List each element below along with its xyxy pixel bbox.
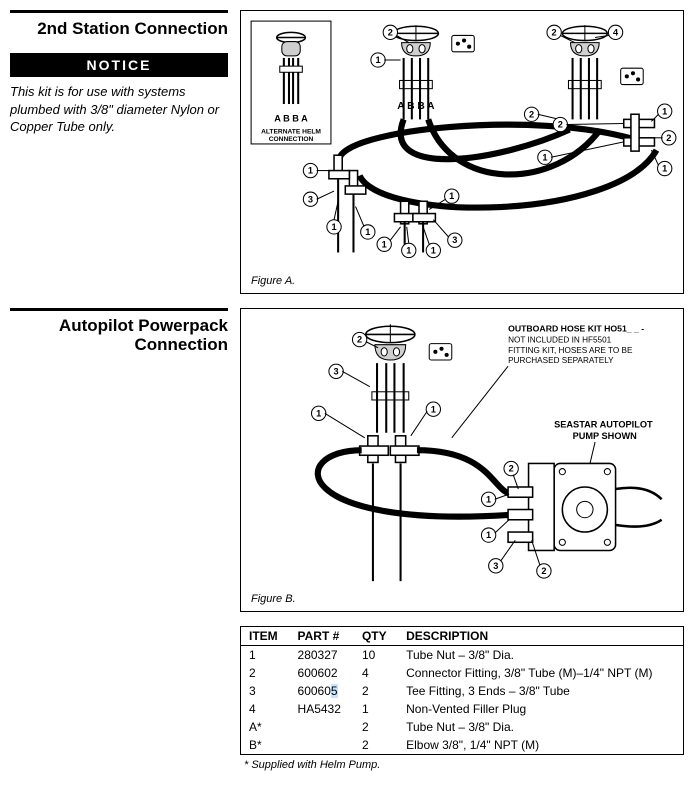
cell: 2 [354, 718, 398, 736]
cell: 10 [354, 646, 398, 665]
section-table: ITEM PART # QTY DESCRIPTION 1 280327 10 … [10, 626, 684, 771]
section2-title-text: Autopilot Powerpack Connection [59, 316, 228, 354]
svg-text:FITTING KIT, HOSES ARE TO BE: FITTING KIT, HOSES ARE TO BE [508, 346, 633, 355]
table-header-row: ITEM PART # QTY DESCRIPTION [241, 627, 684, 646]
svg-text:1: 1 [486, 530, 491, 540]
table-footnote: * Supplied with Helm Pump. [240, 759, 684, 771]
figure-a-container: A B B A ALTERNATE HELM CONNECTION [240, 10, 684, 294]
table-row: 1 280327 10 Tube Nut – 3/8" Dia. [241, 646, 684, 665]
cell: Non-Vented Filler Plug [398, 700, 683, 718]
svg-text:CONNECTION: CONNECTION [269, 136, 314, 143]
th-part: PART # [290, 627, 354, 646]
figure-b-caption: Figure B. [247, 593, 677, 605]
cell: HA5432 [290, 700, 354, 718]
cell: Tube Nut – 3/8" Dia. [398, 646, 683, 665]
svg-text:2: 2 [666, 133, 671, 143]
rule-1 [10, 10, 228, 13]
outboard-note-line2: NOT INCLUDED IN HF5501 [508, 336, 612, 345]
svg-text:1: 1 [308, 166, 313, 176]
svg-text:2: 2 [509, 464, 514, 474]
cell [290, 736, 354, 755]
cell: 4 [241, 700, 290, 718]
rule-2 [10, 308, 228, 311]
th-desc: DESCRIPTION [398, 627, 683, 646]
svg-text:1: 1 [449, 191, 454, 201]
section2-title: Autopilot Powerpack Connection [10, 317, 228, 354]
svg-text:PURCHASED SEPARATELY: PURCHASED SEPARATELY [508, 356, 614, 365]
cell: Elbow 3/8", 1/4" NPT (M) [398, 736, 683, 755]
svg-text:2: 2 [541, 566, 546, 576]
cell: 600602 [290, 664, 354, 682]
table-container: ITEM PART # QTY DESCRIPTION 1 280327 10 … [240, 626, 684, 771]
outboard-note-line1: OUTBOARD HOSE KIT HO51_ _ - [508, 323, 644, 333]
svg-text:1: 1 [662, 164, 667, 174]
pump-label-1: SEASTAR AUTOPILOT [554, 420, 653, 430]
svg-text:4: 4 [613, 27, 619, 37]
cell-part-600605: 600605 [290, 682, 354, 700]
cell: 1 [241, 646, 290, 665]
svg-text:2: 2 [558, 120, 563, 130]
cell: 2 [354, 682, 398, 700]
notice-text: This kit is for use with systems plumbed… [10, 83, 228, 136]
svg-text:1: 1 [382, 239, 387, 249]
cell: Tube Nut – 3/8" Dia. [398, 718, 683, 736]
abba-label-inset: A B B A [274, 113, 308, 123]
figure-b-box: OUTBOARD HOSE KIT HO51_ _ - NOT INCLUDED… [240, 308, 684, 612]
pump-label-2: PUMP SHOWN [573, 431, 638, 441]
cell: 3 [241, 682, 290, 700]
th-item: ITEM [241, 627, 290, 646]
figure-b-svg: OUTBOARD HOSE KIT HO51_ _ - NOT INCLUDED… [247, 315, 677, 591]
left-column-2: Autopilot Powerpack Connection [10, 308, 240, 612]
cell: 2 [354, 736, 398, 755]
svg-text:1: 1 [431, 404, 436, 414]
svg-text:1: 1 [542, 152, 547, 162]
section-autopilot: Autopilot Powerpack Connection [10, 308, 684, 612]
cell: 2 [241, 664, 290, 682]
th-qty: QTY [354, 627, 398, 646]
svg-text:1: 1 [662, 106, 667, 116]
notice-bar: NOTICE [10, 53, 228, 77]
figure-a-caption: Figure A. [247, 275, 677, 287]
svg-text:1: 1 [486, 494, 491, 504]
svg-text:1: 1 [365, 227, 370, 237]
cell: B* [241, 736, 290, 755]
cell: 4 [354, 664, 398, 682]
alt-helm-label: ALTERNATE HELM [261, 129, 321, 136]
cell: Tee Fitting, 3 Ends – 3/8" Tube [398, 682, 683, 700]
svg-text:3: 3 [308, 194, 313, 204]
figure-b-container: OUTBOARD HOSE KIT HO51_ _ - NOT INCLUDED… [240, 308, 684, 612]
highlighted-digit: 5 [331, 684, 338, 698]
table-row: B* 2 Elbow 3/8", 1/4" NPT (M) [241, 736, 684, 755]
svg-text:A B B A: A B B A [397, 101, 435, 112]
cell: 280327 [290, 646, 354, 665]
table-row: A* 2 Tube Nut – 3/8" Dia. [241, 718, 684, 736]
svg-text:3: 3 [452, 235, 457, 245]
svg-text:3: 3 [493, 561, 498, 571]
svg-text:1: 1 [331, 222, 336, 232]
svg-text:2: 2 [357, 335, 362, 345]
figure-a-box: A B B A ALTERNATE HELM CONNECTION [240, 10, 684, 294]
cell: 1 [354, 700, 398, 718]
cell: Connector Fitting, 3/8" Tube (M)–1/4" NP… [398, 664, 683, 682]
cell [290, 718, 354, 736]
svg-text:2: 2 [529, 109, 534, 119]
parts-table: ITEM PART # QTY DESCRIPTION 1 280327 10 … [240, 626, 684, 755]
section-2nd-station: 2nd Station Connection NOTICE This kit i… [10, 10, 684, 294]
figure-a-svg: A B B A ALTERNATE HELM CONNECTION [247, 17, 677, 273]
left-column-1: 2nd Station Connection NOTICE This kit i… [10, 10, 240, 294]
svg-text:2: 2 [552, 27, 557, 37]
svg-text:1: 1 [316, 408, 321, 418]
table-row: 3 600605 2 Tee Fitting, 3 Ends – 3/8" Tu… [241, 682, 684, 700]
svg-text:3: 3 [334, 366, 339, 376]
svg-text:1: 1 [406, 245, 411, 255]
svg-text:1: 1 [431, 245, 436, 255]
section1-title: 2nd Station Connection [10, 19, 228, 39]
svg-text:2: 2 [388, 27, 393, 37]
table-row: 4 HA5432 1 Non-Vented Filler Plug [241, 700, 684, 718]
table-row: 2 600602 4 Connector Fitting, 3/8" Tube … [241, 664, 684, 682]
svg-text:1: 1 [375, 55, 380, 65]
left-column-3 [10, 626, 240, 771]
cell: A* [241, 718, 290, 736]
